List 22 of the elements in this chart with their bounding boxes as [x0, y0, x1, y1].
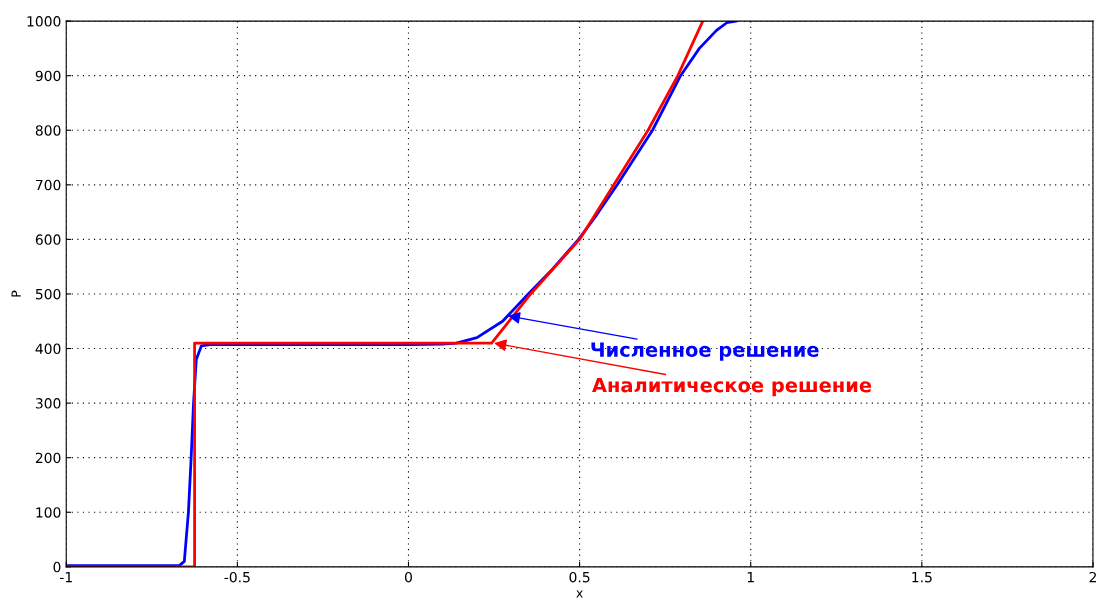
x-tick-label: 1 — [747, 572, 754, 583]
y-tick-label: 1000 — [27, 16, 61, 27]
y-tick-label: 100 — [36, 507, 61, 518]
annotation: Численное решение — [591, 342, 819, 361]
y-tick-label: 800 — [35, 125, 61, 136]
annotation: Аналитическое решение — [592, 377, 872, 397]
x-tick-label: 1.5 — [912, 572, 932, 583]
x-axis-title: x — [576, 590, 583, 598]
y-tick-label: 900 — [35, 70, 61, 82]
x-tick-label: 0 — [404, 571, 412, 583]
x-tick-label: 0.5 — [569, 571, 590, 583]
y-tick-label: 0 — [53, 561, 61, 573]
x-tick-label: -0.5 — [224, 571, 250, 583]
x-tick-label: -1 — [60, 572, 72, 583]
y-tick-label: 400 — [35, 343, 61, 355]
y-tick-label: 700 — [36, 179, 61, 191]
y-tick-label: 500 — [35, 288, 61, 300]
y-axis-title: P — [11, 290, 21, 297]
x-tick-label: 2 — [1089, 571, 1096, 583]
y-tick-label: 300 — [35, 398, 61, 409]
y-tick-label: 200 — [35, 452, 61, 464]
y-tick-label: 600 — [35, 234, 61, 245]
